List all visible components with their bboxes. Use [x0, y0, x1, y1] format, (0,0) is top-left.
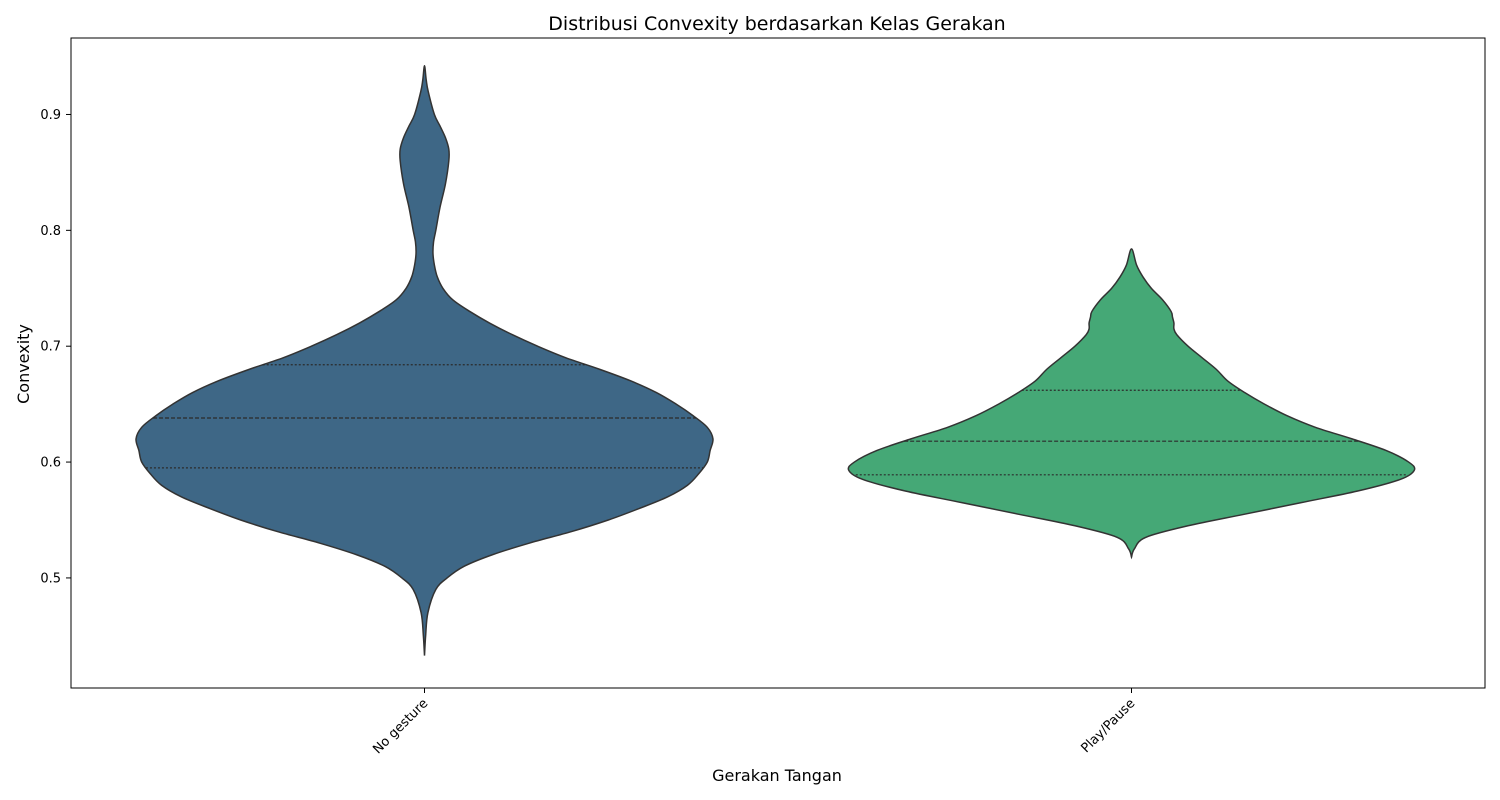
plot-frame — [70, 37, 1486, 689]
y-tick-label: 0.7 — [40, 340, 61, 355]
x-tick-label: No gesture — [370, 696, 431, 757]
violin-no-gesture — [135, 65, 714, 656]
y-tick-label: 0.9 — [40, 108, 61, 123]
y-tick-label: 0.5 — [40, 571, 61, 586]
y-tick-label: 0.6 — [40, 456, 61, 471]
violin-group — [135, 65, 1416, 656]
x-axis-title: Gerakan Tangan — [712, 766, 842, 785]
x-tick-label: Play/Pause — [1078, 696, 1138, 756]
y-axis: 0.5 0.6 0.7 0.8 0.9 — [40, 108, 71, 586]
violin-play-pause — [847, 248, 1416, 560]
y-axis-title: Convexity — [14, 324, 33, 404]
chart-title: Distribusi Convexity berdasarkan Kelas G… — [548, 13, 1005, 35]
y-tick-label: 0.8 — [40, 224, 61, 239]
x-axis: No gesture Play/Pause — [370, 688, 1138, 757]
